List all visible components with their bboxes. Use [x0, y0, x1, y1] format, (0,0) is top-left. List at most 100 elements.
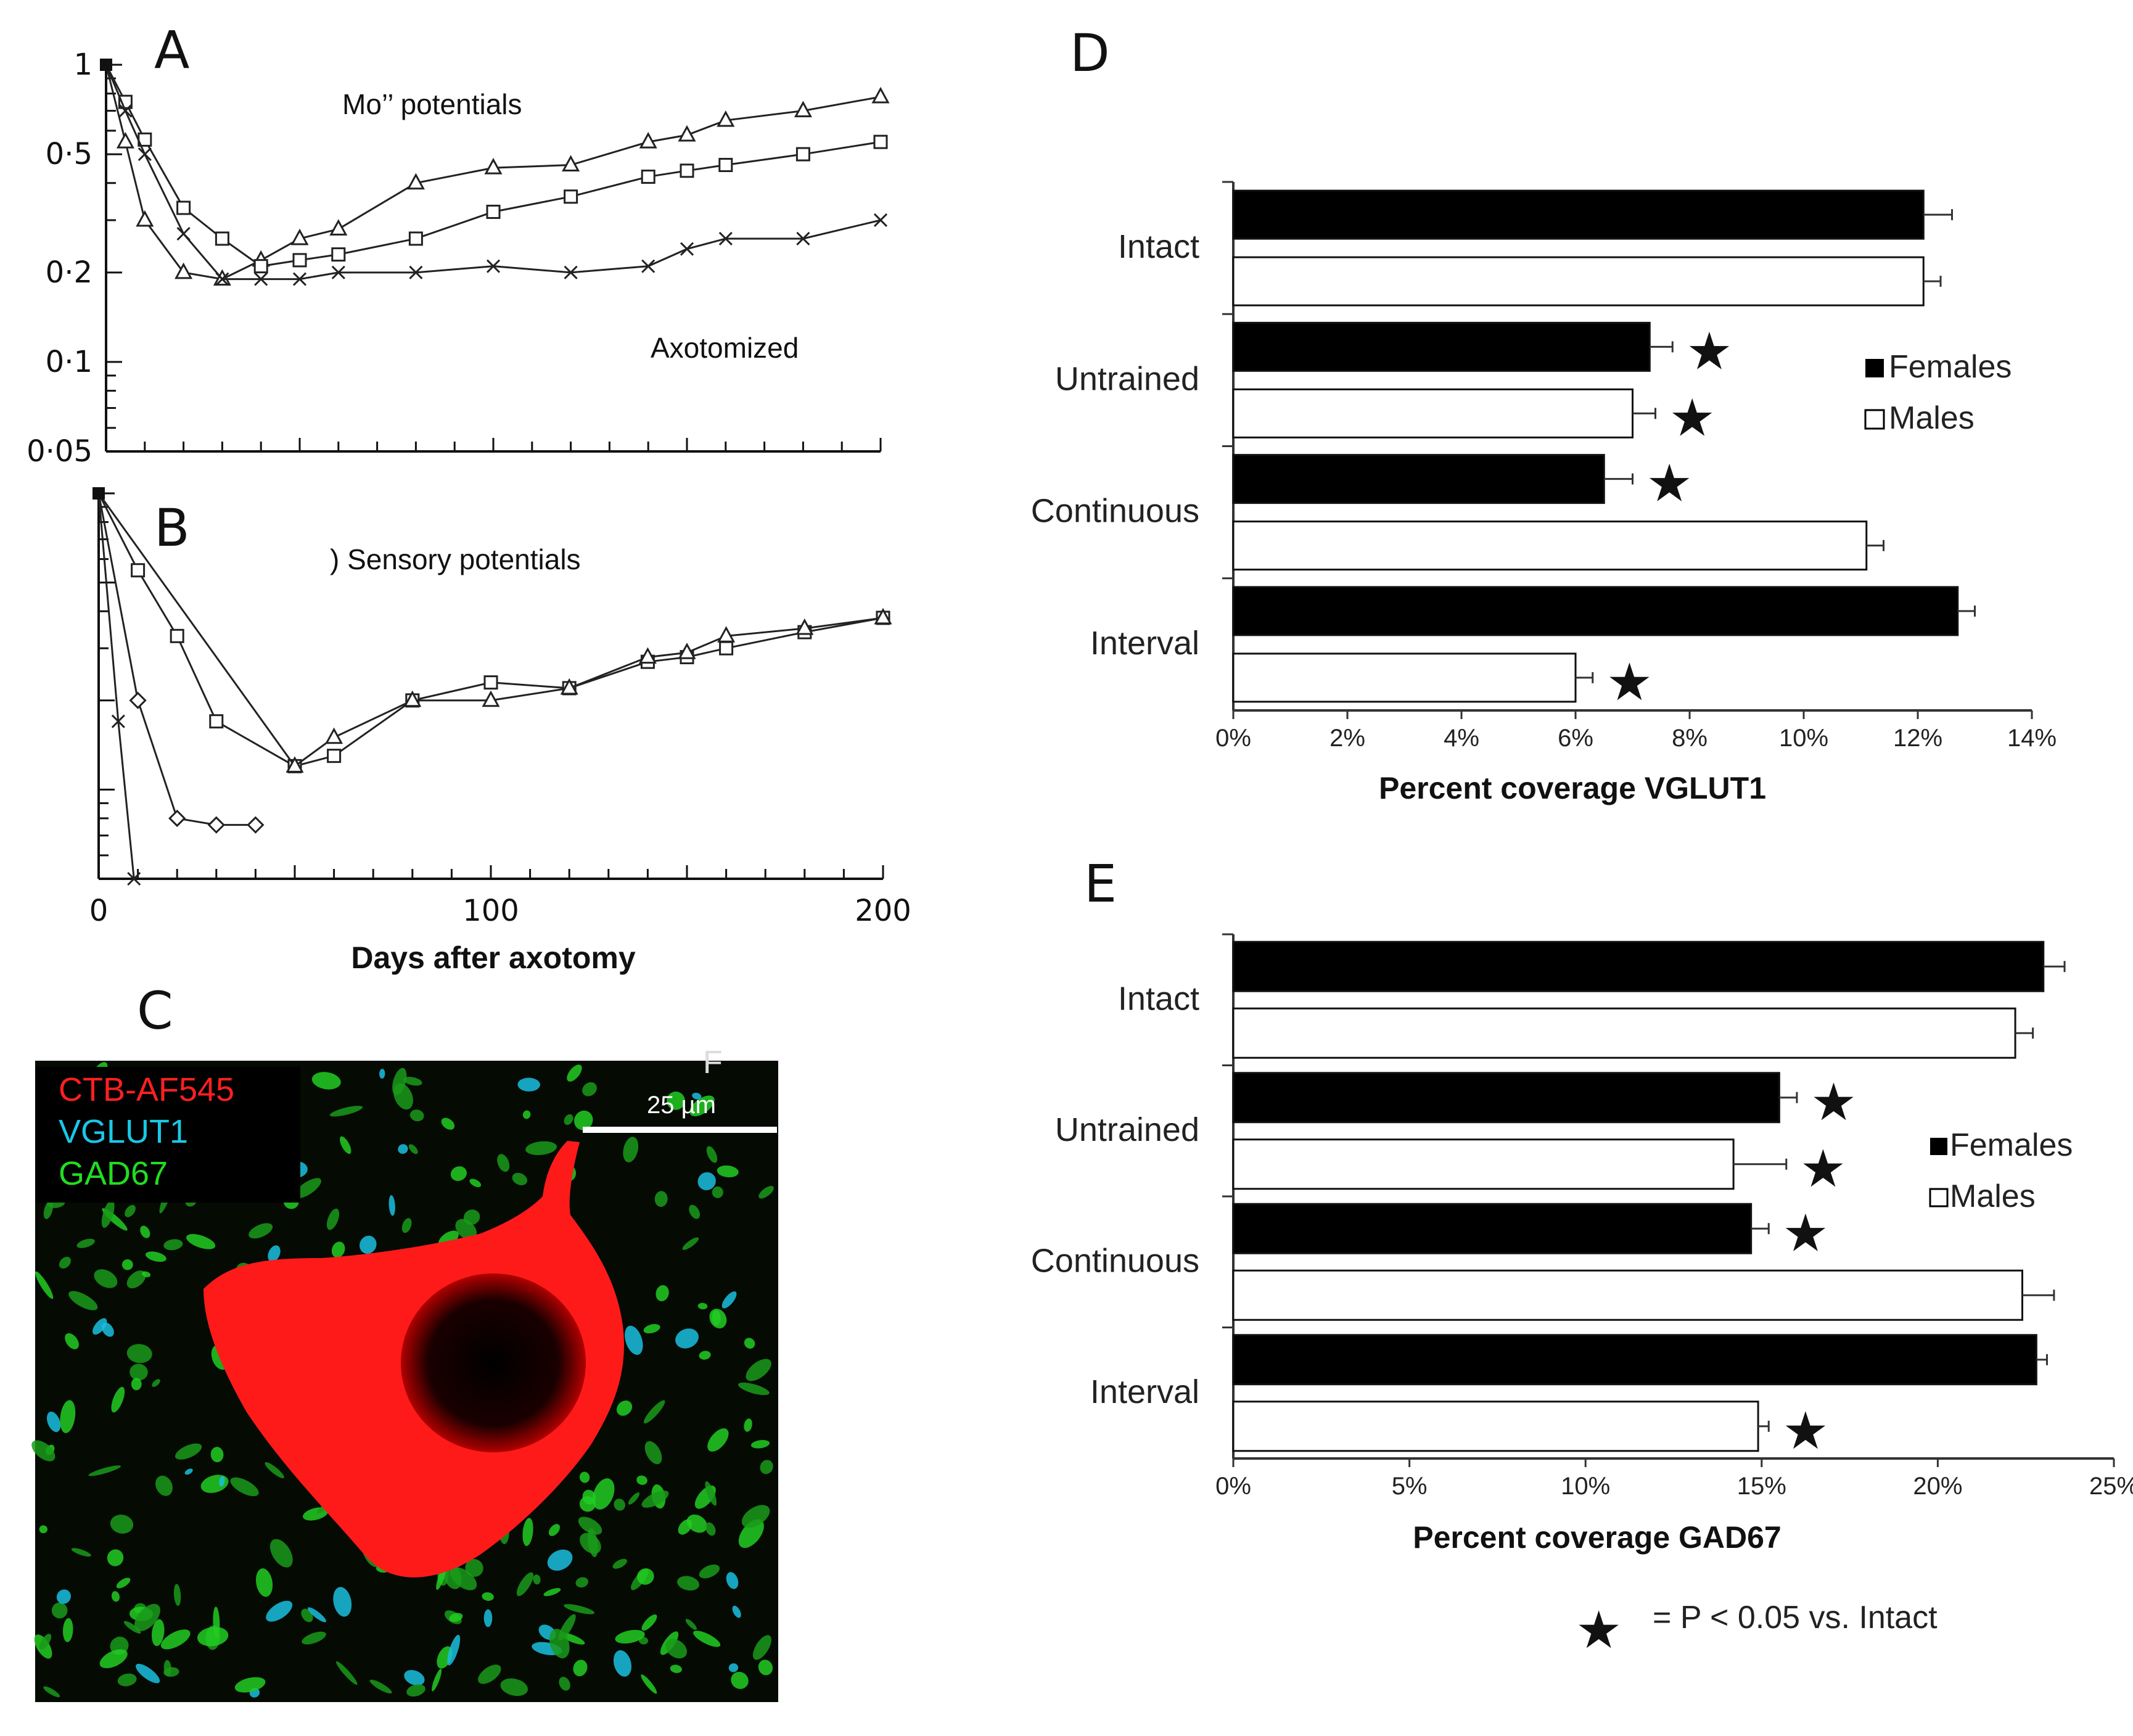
micrograph-speckle — [268, 1245, 281, 1262]
micrograph-speckle — [311, 1072, 341, 1090]
micrograph-speckle — [612, 1558, 627, 1569]
neuron-nucleus — [401, 1273, 586, 1452]
micrograph-speckle — [129, 1364, 148, 1381]
micrograph-speckle — [101, 1322, 114, 1337]
panel-a-point — [253, 259, 268, 274]
panel-a-point — [138, 147, 152, 162]
panel-a-point — [406, 173, 425, 190]
panel-a-point — [175, 262, 193, 279]
micrograph: CTB-AF545 VGLUT1 GAD67 F 25 µm — [31, 1045, 778, 1702]
micrograph-speckle — [643, 1324, 660, 1334]
panel-a-point — [136, 210, 154, 227]
micrograph-speckle — [404, 1669, 425, 1686]
micrograph-speckle — [76, 1238, 95, 1248]
micrograph-speckle — [43, 1686, 60, 1698]
micrograph-speckle — [230, 1477, 259, 1497]
label-box — [35, 1067, 300, 1203]
panel-a-point — [176, 226, 191, 241]
panel-a-point — [718, 231, 733, 246]
micrograph-speckle — [497, 1154, 510, 1172]
micrograph-speckle — [173, 1584, 181, 1606]
micrograph-speckle — [699, 1565, 720, 1579]
panel-a-point-stroke — [292, 272, 307, 286]
panel-b-point — [719, 641, 734, 656]
panel-e-x-ticklabel: 20% — [1913, 1473, 1962, 1500]
panel-a-y-ticklabels: 1 0·5 0·2 0·1 0·05 — [27, 47, 92, 469]
micrograph-speckle — [131, 1378, 142, 1391]
panel-d-category-label: Intact — [1118, 228, 1199, 265]
micrograph-speckle — [512, 1172, 528, 1185]
panel-a-point-stroke — [486, 259, 501, 273]
stray-letter: F — [703, 1045, 723, 1080]
micrograph-speckle — [210, 1447, 224, 1463]
micrograph-speckle — [641, 1674, 657, 1694]
panel-d-significance-star: ★ — [1606, 652, 1653, 712]
micrograph-speckle — [136, 1663, 160, 1684]
panel-a-y-ticklabel: 0·2 — [46, 255, 92, 290]
panel-a-annotation: Axotomized — [651, 332, 799, 364]
panel-e-legend: Females Males — [1929, 1127, 2073, 1214]
panel-e-significance-star: ★ — [1800, 1138, 1846, 1199]
panel-a-series-line — [105, 64, 881, 268]
panel-e-letter: E — [1084, 854, 1117, 914]
micrograph-speckle — [35, 1271, 54, 1299]
panel-b-point — [483, 675, 498, 690]
micrograph-speckle — [525, 1141, 557, 1156]
micrograph-speckle — [339, 1136, 351, 1154]
panel-a-y-ticklabel: 0·5 — [46, 137, 92, 171]
panel-a-point — [639, 131, 657, 149]
panel-a-series — [100, 59, 890, 286]
panel-a-point-stroke — [215, 272, 229, 286]
micrograph-speckle — [335, 1661, 358, 1685]
micrograph-speckle — [614, 1499, 625, 1511]
panel-a-point — [254, 272, 268, 286]
panel-e-significance-star: ★ — [1782, 1401, 1828, 1461]
panel-b-point — [129, 691, 147, 709]
panel-a-point — [486, 259, 501, 273]
micrograph-speckle — [406, 1684, 425, 1697]
panel-b-point — [170, 628, 184, 643]
panel-b-point — [247, 816, 265, 834]
panel-d-legend-males: Males — [1889, 400, 1975, 436]
panel-a-point — [100, 59, 112, 71]
micrograph-speckle — [432, 1669, 442, 1692]
panel-e-chart: 0%5%10%15%20%25%IntactUntrained★★Continu… — [1031, 933, 2133, 1500]
panel-e-x-ticklabel: 15% — [1737, 1473, 1786, 1500]
panel-a-point — [176, 200, 191, 215]
panel-a: A Mo’’ potentials Axotomized 1 0·5 0·2 0·1 0… — [27, 20, 890, 469]
panel-e-category-label: Interval — [1090, 1373, 1199, 1410]
panel-a-point — [292, 272, 307, 286]
micrograph-speckle — [51, 1602, 68, 1619]
panel-e-category-label: Untrained — [1055, 1111, 1199, 1148]
panel-d-category-label: Interval — [1090, 625, 1199, 662]
micrograph-speckle — [469, 1179, 482, 1187]
panel-b: B ) Sensory potentials 0 100 200 Days afte… — [89, 487, 911, 975]
micrograph-speckle — [111, 1386, 125, 1413]
micrograph-speckle — [152, 1379, 160, 1387]
micrograph-speckle — [593, 1478, 615, 1510]
micrograph-speckle — [547, 1549, 573, 1571]
panel-a-point — [680, 242, 694, 256]
panel-a-letter: A — [154, 20, 189, 80]
panel-b-series — [92, 487, 892, 886]
panel-a-point — [118, 104, 133, 118]
micrograph-speckle — [641, 1614, 657, 1631]
panel-d-x-ticklabel: 14% — [2007, 725, 2057, 752]
micrograph-speckle — [478, 1664, 501, 1684]
micrograph-speckle — [643, 1400, 665, 1424]
micrograph-speckle — [163, 1239, 183, 1251]
micrograph-speckle — [142, 1271, 151, 1278]
micrograph-speckle — [689, 1204, 701, 1219]
panel-b-axes — [97, 492, 884, 880]
micrograph-speckle — [331, 1241, 345, 1258]
micrograph-speckle — [92, 1318, 107, 1335]
panel-e-category-label: Intact — [1118, 980, 1199, 1017]
micrograph-speckle — [56, 1589, 71, 1604]
panel-b-point — [874, 607, 892, 625]
micrograph-speckle — [450, 1166, 467, 1181]
micrograph-speckle — [125, 1204, 136, 1217]
micrograph-speckle — [94, 1269, 118, 1288]
micrograph-speckle — [398, 1144, 408, 1154]
panel-d-category-label: Untrained — [1055, 360, 1199, 397]
